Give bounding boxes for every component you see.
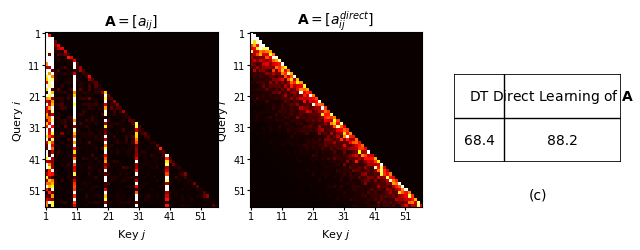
Text: DT: DT: [470, 90, 489, 104]
Y-axis label: Query $i$: Query $i$: [12, 99, 26, 141]
X-axis label: Key $j$: Key $j$: [321, 227, 351, 241]
Title: $\mathbf{A} = [a_{ij}]$: $\mathbf{A} = [a_{ij}]$: [104, 13, 158, 32]
Text: 88.2: 88.2: [547, 134, 578, 147]
Title: $\mathbf{A} = [a_{ij}^{direct}]$: $\mathbf{A} = [a_{ij}^{direct}]$: [298, 9, 374, 32]
X-axis label: Key $j$: Key $j$: [116, 227, 146, 241]
Text: Direct Learning of $\mathbf{A}$: Direct Learning of $\mathbf{A}$: [492, 88, 634, 106]
Text: 68.4: 68.4: [464, 134, 495, 147]
Text: (c): (c): [529, 188, 547, 202]
Y-axis label: Query $i$: Query $i$: [216, 99, 230, 141]
